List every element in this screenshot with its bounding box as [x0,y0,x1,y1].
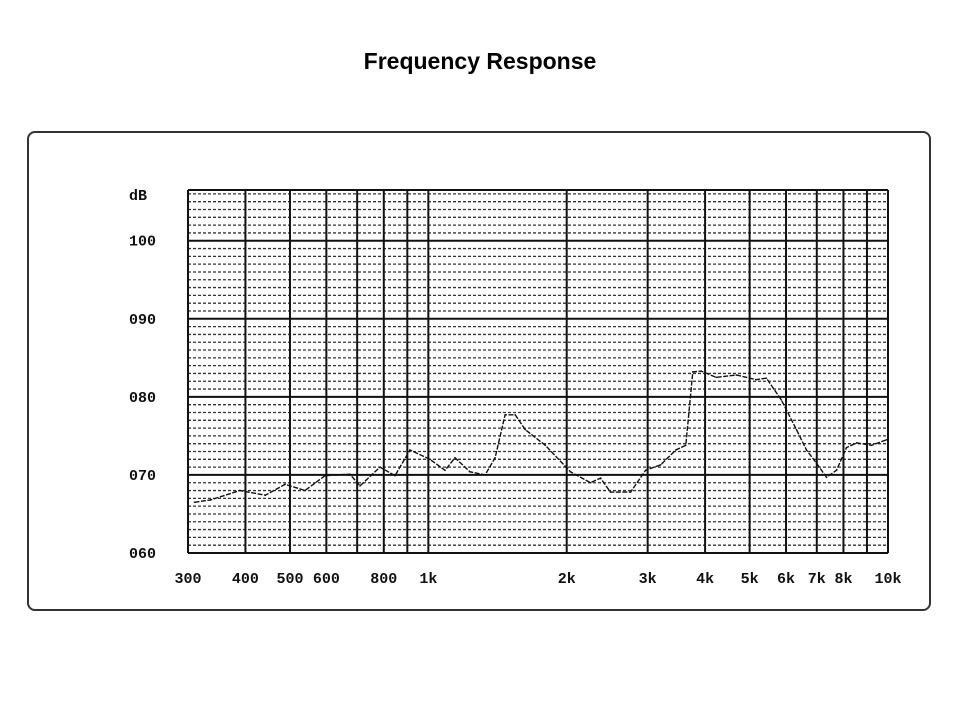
y-tick-label: 060 [129,546,156,563]
data-point [239,489,241,492]
x-tick-label: 1k [419,571,437,588]
data-point [524,428,527,431]
x-tick-label: 600 [313,571,340,588]
data-point [700,370,702,372]
x-tick-label: 2k [558,571,576,588]
data-point [885,439,888,441]
data-point [589,481,592,484]
chart-frame [27,131,931,611]
data-point [379,466,381,468]
data-point [304,489,306,492]
data-point [409,449,411,451]
data-point [644,469,647,472]
data-point [394,474,396,477]
data-point [349,473,351,475]
data-point [805,449,808,451]
data-point [514,414,516,416]
y-tick-label: 080 [129,390,156,407]
x-tick-label: 5k [741,571,759,588]
data-point [659,463,662,466]
data-point [835,469,838,472]
y-tick-label: 100 [129,234,156,251]
data-point [504,414,506,416]
data-point [692,371,694,373]
x-tick-label: 500 [276,571,303,588]
data-point [780,399,783,401]
data-point [825,476,828,479]
data-point [284,483,286,486]
data-point [209,499,212,501]
data-point [855,442,858,444]
chart-title: Frequency Response [363,48,597,74]
data-point [674,449,677,451]
x-tick-label: 8k [834,571,852,588]
data-point [765,377,768,379]
data-point [735,374,738,376]
x-tick-label: 3k [639,571,657,588]
data-point [629,491,632,493]
data-point [264,494,267,497]
data-point [193,501,196,504]
x-tick-label: 7k [808,571,826,588]
data-point [544,444,547,447]
y-tick-label: 090 [129,312,156,329]
data-point [454,456,456,459]
data-point [569,471,572,473]
y-tick-label: 070 [129,468,156,485]
data-point [599,477,602,479]
data-point [494,456,496,459]
x-tick-label: 6k [777,571,795,588]
data-point [609,491,612,493]
data-point [324,474,326,477]
data-point [444,469,446,472]
x-tick-label: 400 [232,571,259,588]
x-tick-label: 300 [174,571,201,588]
data-point [715,376,717,379]
response-curve [194,370,887,503]
x-tick-label: 10k [874,571,901,588]
data-point [484,474,486,476]
data-point [755,378,758,381]
data-point [845,446,848,449]
data-point [469,471,471,473]
data-point [795,428,798,431]
x-tick-label: 800 [370,571,397,588]
data-point [429,458,431,461]
data-point [685,444,687,447]
x-tick-label: 4k [696,571,714,588]
y-axis-label: dB [129,188,147,205]
data-point [870,444,873,447]
data-point [815,462,818,465]
data-point [359,485,361,487]
